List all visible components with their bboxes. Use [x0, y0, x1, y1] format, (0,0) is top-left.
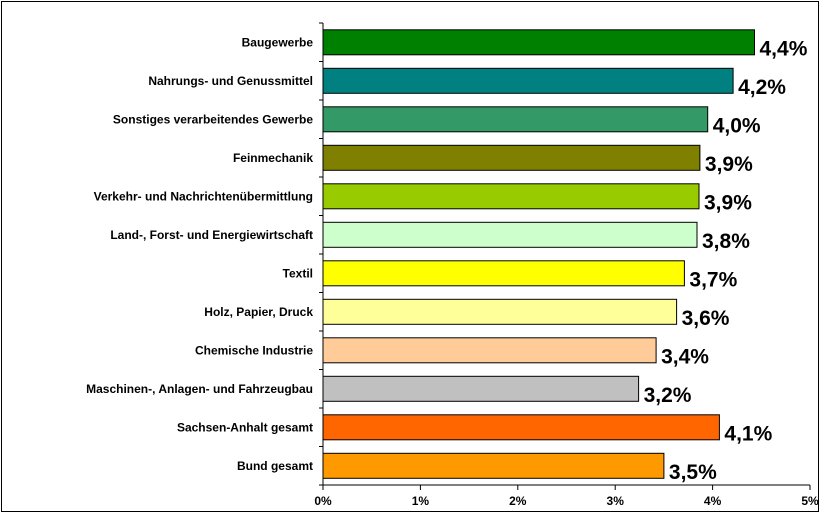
category-label: Maschinen-, Anlagen- und Fahrzeugbau — [86, 382, 313, 396]
bar — [322, 67, 734, 94]
data-label: 3,6% — [682, 307, 730, 330]
bar — [322, 298, 678, 325]
bar — [322, 260, 685, 287]
x-tick-label: 3% — [607, 494, 625, 508]
data-label: 3,9% — [705, 153, 753, 176]
category-label: Verkehr- und Nachrichtenübermittlung — [94, 189, 313, 203]
category-label: Land-, Forst- und Energiewirtschaft — [110, 228, 313, 242]
bar — [322, 414, 720, 441]
category-label: Nahrungs- und Genussmittel — [148, 74, 313, 88]
category-label: Baugewerbe — [242, 35, 314, 49]
bar — [322, 29, 755, 56]
x-tick-label: 1% — [412, 494, 430, 508]
labels-layer: Baugewerbe 4,4% Nahrungs- und Genussmittel… — [86, 35, 808, 484]
data-label: 4,1% — [724, 422, 772, 445]
data-label: 4,4% — [760, 37, 808, 60]
category-label: Feinmechanik — [233, 151, 313, 165]
bar — [322, 337, 657, 364]
bar — [322, 375, 640, 402]
x-tick-label: 0% — [314, 494, 332, 508]
category-label: Holz, Papier, Druck — [204, 305, 313, 319]
category-label: Textil — [283, 266, 313, 280]
data-label: 3,7% — [689, 268, 737, 291]
data-label: 3,5% — [669, 461, 717, 484]
x-tick-label: 4% — [704, 494, 722, 508]
data-label: 3,4% — [661, 345, 709, 368]
category-label: Sachsen-Anhalt gesamt — [177, 420, 313, 434]
bars-layer — [322, 29, 755, 479]
bar — [322, 221, 698, 248]
bar — [322, 106, 709, 133]
x-tick-label: 2% — [509, 494, 527, 508]
data-label: 3,2% — [644, 384, 692, 407]
data-label: 3,9% — [704, 191, 752, 214]
data-label: 3,8% — [702, 230, 750, 253]
bar — [322, 183, 700, 210]
category-label: Sonstiges verarbeitendes Gewerbe — [113, 112, 313, 126]
data-label: 4,0% — [713, 114, 761, 137]
x-axis: 0% 1% 2% 3% 4% 5% — [314, 22, 819, 508]
bar — [322, 452, 665, 479]
category-label: Bund gesamt — [237, 459, 313, 473]
data-label: 4,2% — [738, 76, 786, 99]
bar — [322, 144, 701, 171]
category-label: Chemische Industrie — [195, 343, 313, 357]
x-tick-label: 5% — [801, 494, 819, 508]
